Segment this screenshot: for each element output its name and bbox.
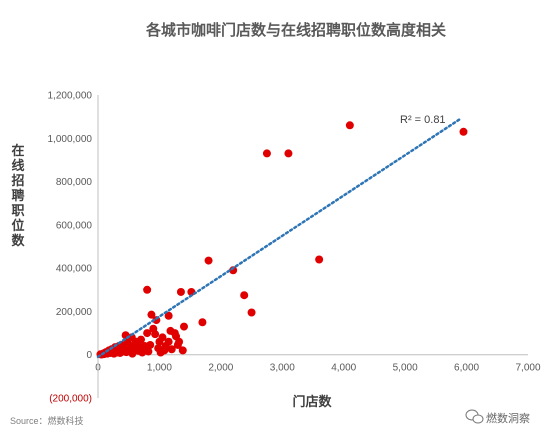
data-point: [172, 332, 181, 341]
x-tick-label: 7,000: [515, 363, 540, 374]
r-squared-label: R² = 0.81: [400, 114, 446, 126]
data-point: [262, 149, 271, 158]
x-tick-label: 5,000: [393, 363, 418, 374]
source-note: Source：燃数科技: [10, 415, 84, 426]
data-point: [164, 311, 173, 320]
data-point: [178, 346, 187, 355]
data-point: [204, 256, 213, 265]
y-tick-label: 600,000: [56, 220, 93, 231]
data-point: [155, 337, 164, 346]
y-tick-label: 400,000: [56, 264, 93, 275]
data-point: [109, 349, 118, 358]
data-point: [116, 348, 125, 357]
chart-title: 各城市咖啡门店数与在线招聘职位数高度相关: [145, 21, 446, 39]
x-tick-label: 6,000: [454, 363, 479, 374]
y-tick-label: 0: [86, 350, 92, 361]
x-tick-label: 2,000: [208, 363, 233, 374]
data-points: [96, 121, 468, 359]
data-point: [143, 285, 152, 294]
y-tick-label: 1,000,000: [48, 134, 93, 145]
data-point: [198, 318, 207, 327]
data-point: [122, 346, 131, 355]
data-point: [151, 330, 160, 339]
x-axis-label: 门店数: [292, 394, 332, 409]
x-tick-label: 4,000: [331, 363, 356, 374]
data-point: [167, 345, 176, 354]
y-axis-ticks: (200,000) 0 200,000 400,000 600,000 800,000 1,…: [48, 91, 93, 405]
data-point: [166, 326, 175, 335]
y-tick-label: 1,200,000: [48, 91, 93, 102]
data-point: [459, 127, 468, 136]
data-point: [180, 322, 188, 331]
data-point: [147, 310, 156, 319]
y-tick-label: (200,000): [49, 394, 92, 405]
data-point: [284, 149, 293, 158]
wechat-icon: [465, 409, 484, 424]
data-point: [315, 255, 324, 264]
data-point: [143, 329, 152, 338]
data-point: [160, 346, 169, 355]
data-point: [345, 121, 354, 130]
x-tick-label: 1,000: [147, 363, 172, 374]
y-axis-label: 在线招聘职位数: [11, 143, 25, 248]
trendline: [96, 117, 462, 359]
data-point: [176, 287, 185, 296]
data-point: [140, 342, 149, 351]
y-tick-label: 800,000: [56, 177, 93, 188]
y-tick-label: 200,000: [56, 307, 93, 318]
data-point: [240, 291, 249, 300]
watermark-text: 燃数洞察: [486, 411, 530, 425]
x-tick-label: 3,000: [270, 363, 295, 374]
data-point: [247, 308, 256, 317]
